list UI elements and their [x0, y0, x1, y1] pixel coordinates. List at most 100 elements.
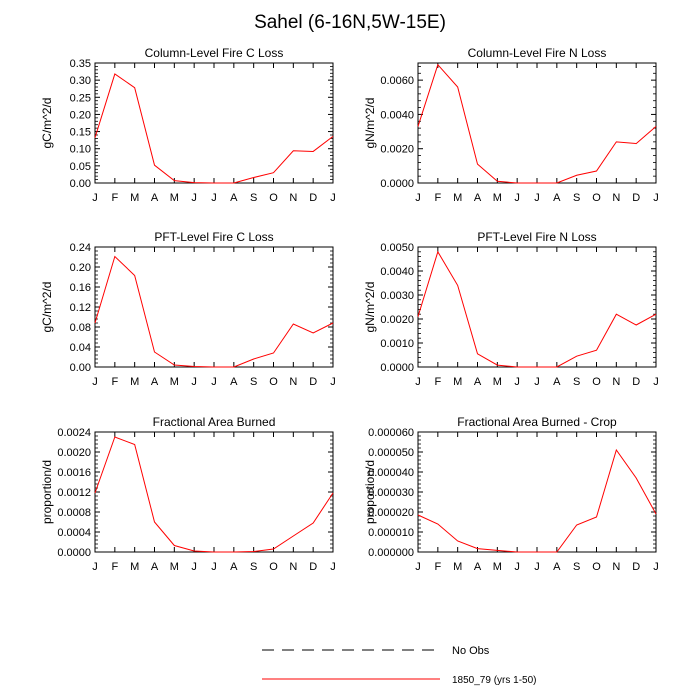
x-tick-label: J [653, 376, 659, 388]
x-tick-label: N [289, 376, 297, 388]
x-tick-label: N [612, 376, 620, 388]
x-tick-label: M [170, 192, 179, 204]
plot-frame [417, 62, 657, 184]
y-axis-label: gN/m^2/d [363, 98, 377, 149]
y-tick-label: 0.000000 [368, 547, 414, 559]
x-tick-label: J [191, 376, 197, 388]
x-tick-label: A [230, 192, 238, 204]
x-tick-label: J [211, 376, 217, 388]
x-tick-label: A [553, 376, 561, 388]
chart-title: Column-Level Fire N Loss [468, 46, 607, 60]
x-tick-label: A [474, 376, 482, 388]
x-tick-label: D [632, 561, 640, 573]
x-tick-label: J [514, 192, 520, 204]
x-tick-label: N [612, 192, 620, 204]
x-tick-label: O [269, 561, 278, 573]
x-tick-label: J [653, 561, 659, 573]
x-tick-label: D [309, 561, 317, 573]
series-line-1 [94, 255, 334, 368]
x-tick-label: D [309, 192, 317, 204]
x-tick-label: A [553, 561, 561, 573]
plot-frame [94, 246, 334, 368]
y-tick-label: 0.0040 [380, 109, 414, 121]
y-tick-label: 0.000040 [368, 467, 414, 479]
x-tick-label: F [434, 192, 441, 204]
x-tick-label: J [534, 376, 540, 388]
x-tick-label: M [170, 376, 179, 388]
chart-title: Fractional Area Burned [153, 415, 276, 429]
x-tick-label: F [434, 561, 441, 573]
x-tick-label: J [330, 192, 336, 204]
x-tick-label: J [92, 192, 98, 204]
x-tick-label: F [111, 561, 118, 573]
x-tick-label: M [130, 561, 139, 573]
y-tick-label: 0.0000 [380, 362, 414, 374]
x-tick-label: D [632, 376, 640, 388]
x-tick-label: A [151, 376, 159, 388]
x-tick-label: A [553, 192, 561, 204]
x-tick-label: M [453, 192, 462, 204]
series-line-1 [417, 63, 657, 184]
x-tick-label: J [191, 561, 197, 573]
x-tick-label: J [330, 561, 336, 573]
x-tick-label: A [151, 561, 159, 573]
y-tick-label: 0.25 [70, 92, 91, 104]
y-axis-label: gC/m^2/d [40, 282, 54, 333]
chart-title: PFT-Level Fire C Loss [154, 230, 273, 244]
y-tick-label: 0.35 [70, 58, 91, 70]
x-tick-label: F [111, 376, 118, 388]
x-tick-label: J [653, 192, 659, 204]
y-tick-label: 0.000050 [368, 447, 414, 459]
x-tick-label: J [92, 561, 98, 573]
y-axis-label: gC/m^2/d [40, 98, 54, 149]
x-tick-label: A [474, 561, 482, 573]
y-tick-label: 0.20 [70, 109, 91, 121]
x-tick-label: M [493, 192, 502, 204]
chart-title: Fractional Area Burned - Crop [457, 415, 617, 429]
y-tick-label: 0.0024 [57, 427, 91, 439]
y-axis-label: proportion/d [40, 460, 54, 524]
y-tick-label: 0.0020 [380, 144, 414, 156]
page-title: Sahel (6-16N,5W-15E) [254, 12, 446, 33]
plot-frame [417, 246, 657, 368]
y-tick-label: 0.0016 [57, 467, 91, 479]
y-tick-label: 0.15 [70, 127, 91, 139]
series-line-1 [94, 436, 334, 553]
x-tick-label: A [230, 376, 238, 388]
x-tick-label: O [592, 376, 601, 388]
y-tick-label: 0.0030 [380, 290, 414, 302]
y-tick-label: 0.0040 [380, 266, 414, 278]
y-tick-label: 0.0020 [57, 447, 91, 459]
plot-frame [417, 431, 657, 553]
y-tick-label: 0.00 [70, 362, 91, 374]
y-axis-label: gN/m^2/d [363, 282, 377, 333]
x-tick-label: J [211, 561, 217, 573]
x-tick-label: J [415, 376, 421, 388]
x-tick-label: N [289, 561, 297, 573]
x-tick-label: O [269, 192, 278, 204]
x-tick-label: J [191, 192, 197, 204]
y-tick-label: 0.000020 [368, 507, 414, 519]
x-tick-label: J [211, 192, 217, 204]
series-line-1 [94, 73, 334, 184]
x-tick-label: M [170, 561, 179, 573]
x-tick-label: S [250, 192, 257, 204]
chart-panel-6: Fractional Area Burned - Crop proportion/… [363, 415, 659, 573]
x-tick-label: J [92, 376, 98, 388]
x-tick-label: F [111, 192, 118, 204]
x-tick-label: D [632, 192, 640, 204]
y-tick-label: 0.0050 [380, 242, 414, 254]
x-tick-label: M [493, 561, 502, 573]
x-tick-label: N [612, 561, 620, 573]
x-tick-label: J [415, 192, 421, 204]
x-tick-label: A [151, 192, 159, 204]
x-tick-label: S [250, 376, 257, 388]
x-tick-label: A [474, 192, 482, 204]
x-tick-label: J [534, 192, 540, 204]
x-tick-label: J [514, 376, 520, 388]
y-tick-label: 0.24 [70, 242, 91, 254]
